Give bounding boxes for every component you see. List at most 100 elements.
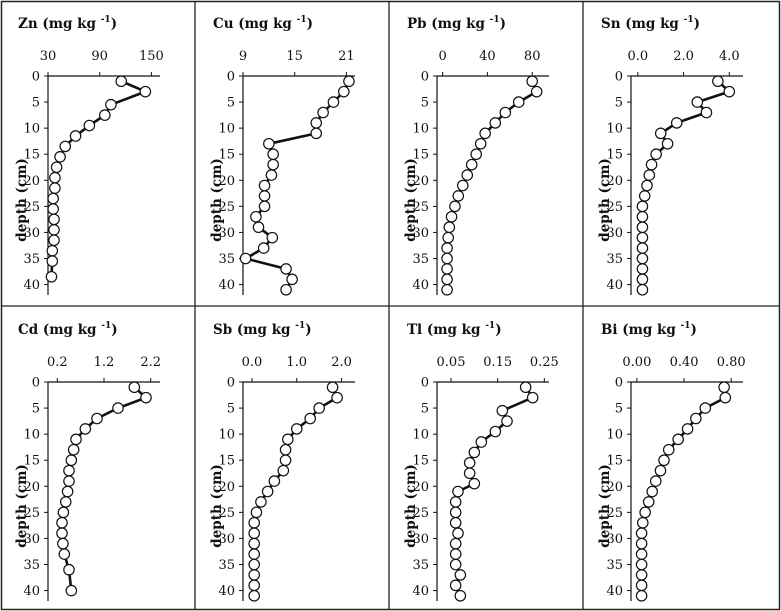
y-tick-label: 35 bbox=[23, 252, 40, 267]
data-point bbox=[65, 584, 78, 597]
data-point bbox=[635, 569, 648, 581]
x-tick-label: 40 bbox=[479, 49, 496, 64]
data-point bbox=[636, 263, 649, 275]
data-point bbox=[639, 506, 651, 519]
data-point bbox=[496, 404, 509, 417]
data-point bbox=[343, 75, 355, 88]
data-point bbox=[47, 203, 59, 215]
y-tick-label: 35 bbox=[23, 558, 40, 573]
y-tick-label: 20 bbox=[606, 480, 623, 495]
y-tick-label: 40 bbox=[412, 278, 429, 293]
data-point bbox=[140, 391, 152, 404]
y-tick-label: 30 bbox=[218, 226, 235, 241]
x-tick-label: 2.2 bbox=[140, 355, 161, 370]
panel-2: Pb (mg kg -1) depth (cm) 0 40 80 0 5 10 15 20 25 30… bbox=[403, 15, 549, 296]
data-point bbox=[636, 231, 649, 244]
data-point bbox=[449, 496, 462, 508]
data-point bbox=[255, 496, 267, 508]
series-line bbox=[50, 80, 147, 277]
x-tick-label: 1.2 bbox=[94, 355, 115, 370]
data-point bbox=[501, 415, 513, 427]
y-tick-label: 10 bbox=[23, 428, 40, 443]
x-tick-label: 0.25 bbox=[530, 355, 559, 370]
data-point bbox=[268, 475, 281, 487]
y-tick-label: 20 bbox=[218, 480, 235, 495]
y-axis-label: depth (cm) bbox=[14, 464, 30, 548]
data-point bbox=[658, 454, 670, 467]
y-tick-label: 25 bbox=[218, 506, 235, 521]
y-tick-label: 25 bbox=[23, 506, 40, 521]
data-point bbox=[248, 548, 260, 560]
panel-5: Sb (mg kg -1) depth (cm) 0.0 1.0 2.0 0 5 10 15 20… bbox=[209, 321, 355, 602]
y-tick-label: 10 bbox=[23, 122, 40, 137]
data-point bbox=[115, 75, 128, 88]
y-axis-label: depth (cm) bbox=[14, 158, 30, 242]
y-tick-label: 20 bbox=[412, 480, 429, 495]
data-point bbox=[449, 548, 462, 560]
data-point bbox=[252, 221, 265, 234]
data-point bbox=[526, 75, 538, 88]
data-point bbox=[139, 85, 152, 98]
data-point bbox=[304, 412, 316, 425]
y-tick-label: 5 bbox=[615, 402, 623, 417]
data-point bbox=[50, 161, 63, 174]
data-point bbox=[49, 171, 61, 184]
y-tick-label: 30 bbox=[23, 532, 40, 547]
data-point bbox=[449, 516, 462, 529]
y-tick-label: 35 bbox=[412, 558, 429, 573]
data-point bbox=[699, 402, 712, 414]
x-tick-label: 0 bbox=[438, 49, 446, 64]
data-point bbox=[636, 273, 649, 286]
y-tick-label: 35 bbox=[218, 558, 235, 573]
x-tick-label: 150 bbox=[139, 49, 164, 64]
data-point bbox=[635, 589, 648, 602]
x-tick-label: 1.0 bbox=[286, 355, 307, 370]
data-point bbox=[58, 548, 71, 560]
data-point bbox=[638, 190, 651, 202]
data-point bbox=[443, 221, 456, 234]
data-point bbox=[449, 506, 462, 519]
data-point bbox=[465, 158, 478, 171]
data-point bbox=[700, 106, 713, 119]
y-tick-label: 30 bbox=[606, 226, 623, 241]
y-tick-label: 20 bbox=[23, 480, 40, 495]
data-point bbox=[441, 252, 453, 265]
y-tick-label: 40 bbox=[412, 584, 429, 599]
x-tick-label: 0.40 bbox=[670, 355, 699, 370]
data-point bbox=[654, 464, 667, 477]
data-point bbox=[474, 137, 487, 150]
data-point bbox=[690, 412, 702, 425]
data-point bbox=[649, 475, 662, 487]
y-tick-label: 5 bbox=[227, 402, 235, 417]
y-tick-label: 0 bbox=[421, 376, 429, 391]
data-point bbox=[442, 231, 454, 244]
data-point bbox=[281, 433, 294, 446]
x-tick-label: 2.0 bbox=[331, 355, 352, 370]
y-tick-label: 0 bbox=[615, 70, 623, 85]
data-point bbox=[56, 516, 68, 529]
data-point bbox=[267, 158, 279, 171]
data-point bbox=[526, 391, 539, 404]
y-tick-label: 35 bbox=[606, 558, 623, 573]
data-point bbox=[468, 446, 481, 459]
y-tick-label: 30 bbox=[23, 226, 40, 241]
panel-title: Sb (mg kg -1) bbox=[213, 321, 312, 338]
x-tick-label: 4.0 bbox=[719, 49, 740, 64]
y-tick-label: 5 bbox=[421, 96, 429, 111]
data-point bbox=[265, 169, 278, 181]
y-tick-label: 25 bbox=[412, 200, 429, 215]
panel-6: Tl (mg kg -1) depth (cm) 0.05 0.15 0.25 0 5 10 1… bbox=[403, 321, 559, 602]
series-line bbox=[641, 80, 731, 290]
data-point bbox=[248, 589, 260, 602]
panel-7: Bi (mg kg -1) depth (cm) 0.00 0.40 0.80 0 5 10 1… bbox=[597, 321, 746, 602]
y-tick-label: 5 bbox=[32, 402, 40, 417]
panel-3: Sn (mg kg -1) depth (cm) 0.0 2.0 4.0 0 5 10 15 20… bbox=[597, 15, 743, 296]
x-tick-label: 0.0 bbox=[628, 49, 649, 64]
data-point bbox=[512, 96, 525, 108]
data-point bbox=[258, 190, 271, 202]
series-line bbox=[60, 386, 148, 591]
y-tick-label: 25 bbox=[218, 200, 235, 215]
data-point bbox=[636, 210, 649, 223]
data-point bbox=[310, 127, 323, 140]
x-tick-label: 80 bbox=[524, 49, 541, 64]
